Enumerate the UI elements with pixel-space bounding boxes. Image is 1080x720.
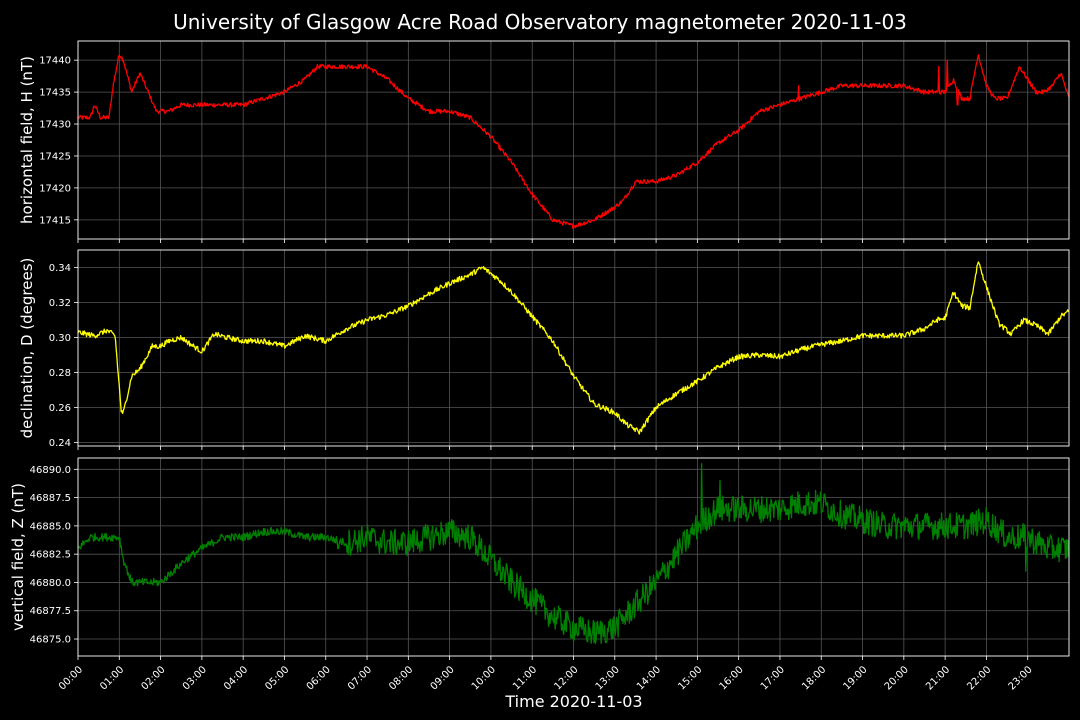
panel-1: 17415 17420 17425 17430 17435 17440horizontal… bbox=[18, 40, 1070, 243]
axes-frame bbox=[77, 40, 1070, 240]
chart-title: University of Glasgow Acre Road Observat… bbox=[173, 10, 907, 34]
y-tick-label: 17440 bbox=[39, 56, 71, 67]
x-axis-label: Time 2020-11-03 bbox=[504, 692, 642, 711]
y-tick-label: 17415 bbox=[39, 215, 71, 226]
y-axis-label: vertical field, Z (nT) bbox=[9, 483, 27, 631]
y-tick-label: 0.28 bbox=[49, 368, 71, 379]
y-axis-label: declination, D (degrees) bbox=[18, 258, 36, 439]
y-tick-label: 0.26 bbox=[49, 403, 71, 414]
y-tick-label: 0.32 bbox=[49, 298, 71, 309]
series-line bbox=[77, 54, 1070, 230]
y-tick-label: 0.30 bbox=[49, 333, 71, 344]
y-tick-label: 0.24 bbox=[49, 438, 71, 449]
panel-2: 0.24 0.26 0.28 0.30 0.32 0.34 declination, D (… bbox=[18, 249, 1070, 450]
axes-frame bbox=[77, 457, 1070, 657]
axes-frame bbox=[77, 249, 1070, 447]
y-tick-label: 17425 bbox=[39, 151, 71, 162]
y-tick-label: 46880.0 bbox=[30, 578, 71, 589]
y-tick-label: 17420 bbox=[39, 183, 71, 194]
y-tick-label: 46882.5 bbox=[30, 550, 71, 561]
y-tick-label: 0.34 bbox=[49, 263, 71, 274]
y-tick-label: 46877.5 bbox=[30, 606, 71, 617]
panels: 17415 17420 17425 17430 17435 17440horizontal… bbox=[9, 40, 1070, 692]
y-tick-label: 17435 bbox=[39, 88, 71, 99]
y-axis-label: horizontal field, H (nT) bbox=[18, 56, 36, 224]
y-tick-label: 17430 bbox=[39, 120, 71, 131]
series-line bbox=[77, 261, 1070, 435]
y-tick-label: 46885.0 bbox=[30, 521, 71, 532]
y-tick-label: 46875.0 bbox=[30, 635, 71, 646]
series-line bbox=[77, 463, 1070, 645]
y-tick-label: 46890.0 bbox=[30, 465, 71, 476]
y-tick-label: 46887.5 bbox=[30, 493, 71, 504]
